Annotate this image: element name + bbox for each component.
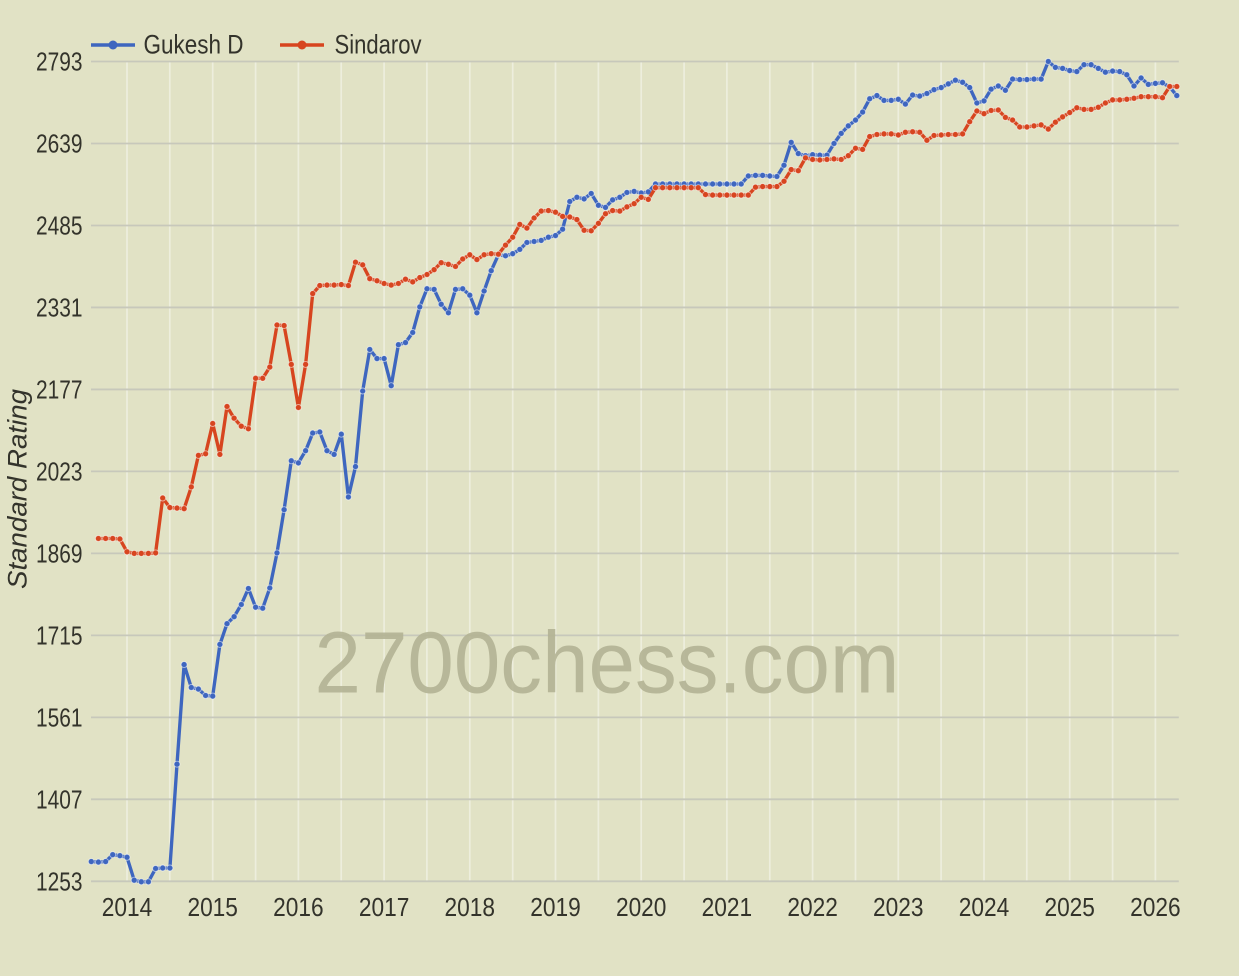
svg-text:2485: 2485: [36, 213, 83, 241]
svg-text:2014: 2014: [102, 892, 153, 922]
svg-text:2022: 2022: [787, 892, 838, 922]
svg-text:2023: 2023: [36, 458, 83, 486]
svg-text:1253: 1253: [36, 868, 83, 896]
svg-text:2018: 2018: [445, 892, 496, 922]
svg-text:2331: 2331: [36, 295, 83, 323]
svg-text:2793: 2793: [36, 49, 83, 77]
svg-text:1715: 1715: [36, 622, 83, 650]
svg-text:2020: 2020: [616, 892, 667, 922]
svg-text:2019: 2019: [530, 892, 581, 922]
svg-text:2025: 2025: [1044, 892, 1095, 922]
svg-text:2024: 2024: [959, 892, 1010, 922]
svg-text:2021: 2021: [702, 892, 753, 922]
svg-text:1407: 1407: [36, 786, 83, 814]
svg-text:Gukesh D: Gukesh D: [144, 30, 244, 60]
svg-text:1561: 1561: [36, 704, 83, 732]
svg-text:2023: 2023: [873, 892, 924, 922]
svg-text:2639: 2639: [36, 131, 83, 159]
svg-text:2015: 2015: [187, 892, 238, 922]
svg-text:Standard Rating: Standard Rating: [2, 389, 32, 589]
svg-text:2700chess.com: 2700chess.com: [315, 615, 900, 712]
svg-text:2016: 2016: [273, 892, 324, 922]
svg-text:2017: 2017: [359, 892, 410, 922]
svg-text:2177: 2177: [36, 376, 83, 404]
svg-text:Sindarov: Sindarov: [335, 30, 422, 60]
svg-text:1869: 1869: [36, 540, 83, 568]
svg-text:2026: 2026: [1130, 892, 1181, 922]
